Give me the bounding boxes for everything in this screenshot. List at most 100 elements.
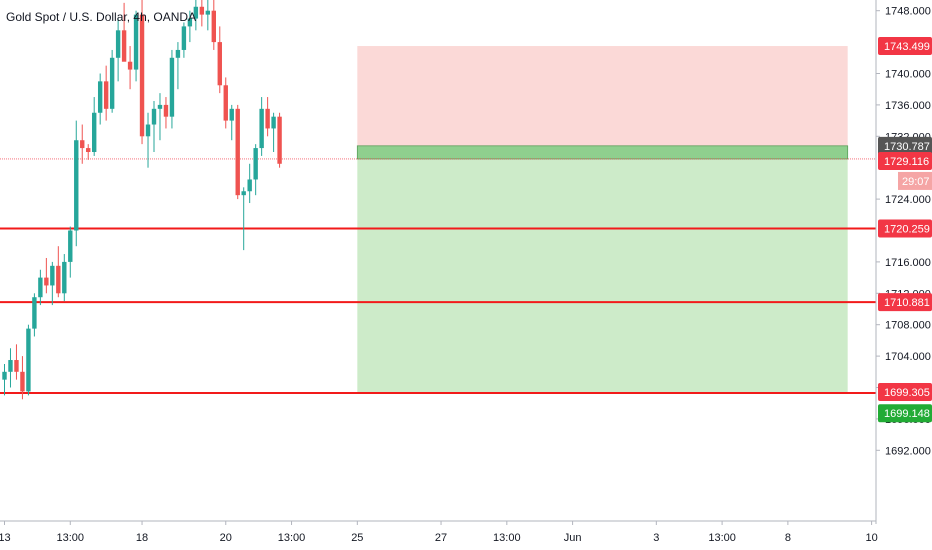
candle-body bbox=[86, 148, 91, 152]
candle-body bbox=[109, 57, 115, 109]
candle[interactable] bbox=[271, 112, 276, 152]
time-tick-label: 3 bbox=[653, 532, 659, 544]
time-tick-label: 13:00 bbox=[493, 532, 521, 544]
candle-body bbox=[2, 371, 7, 380]
price-level-tag[interactable] bbox=[878, 404, 932, 423]
price-level-tag[interactable] bbox=[878, 382, 932, 401]
candle[interactable] bbox=[169, 49, 175, 129]
candle[interactable] bbox=[211, 0, 216, 50]
price-axis[interactable]: 1748.0001740.0001736.0001732.0001724.000… bbox=[875, 0, 932, 524]
candle[interactable] bbox=[62, 254, 67, 302]
candle-body bbox=[235, 108, 240, 196]
candle[interactable] bbox=[32, 293, 37, 337]
candle[interactable] bbox=[145, 112, 151, 168]
candle[interactable] bbox=[193, 0, 199, 31]
candle-body bbox=[205, 10, 211, 15]
candle-body bbox=[145, 124, 151, 137]
price-level-tag[interactable] bbox=[878, 293, 932, 312]
candle-body bbox=[241, 191, 246, 196]
candle-body bbox=[193, 6, 199, 19]
candle-body bbox=[247, 179, 252, 192]
price-level-tag[interactable] bbox=[878, 136, 932, 155]
candle[interactable] bbox=[181, 22, 187, 58]
candle[interactable] bbox=[74, 120, 79, 247]
candle[interactable] bbox=[187, 10, 193, 43]
candle-body bbox=[265, 108, 270, 129]
candle[interactable] bbox=[157, 93, 163, 141]
stop-loss-zone[interactable] bbox=[357, 46, 848, 146]
candle-body bbox=[44, 277, 49, 286]
countdown-tag bbox=[898, 171, 932, 190]
chart-title: Gold Spot / U.S. Dollar, 4h, OANDA bbox=[6, 10, 196, 24]
candle[interactable] bbox=[253, 144, 258, 196]
candle[interactable] bbox=[56, 246, 61, 298]
price-level-tag[interactable] bbox=[878, 151, 932, 170]
take-profit-zone[interactable] bbox=[357, 145, 848, 393]
time-axis[interactable]: 13 13:00 18 20 13:00 25 27 13:00 Jun 3 13:00 8 10 bbox=[0, 520, 878, 544]
candle[interactable] bbox=[139, 0, 145, 145]
candle[interactable] bbox=[8, 348, 13, 388]
candle[interactable] bbox=[44, 257, 49, 294]
candle[interactable] bbox=[20, 356, 25, 400]
plot-area[interactable] bbox=[0, 0, 876, 400]
candle[interactable] bbox=[205, 0, 211, 31]
candle[interactable] bbox=[217, 26, 222, 94]
time-tick-label: 13:00 bbox=[278, 532, 306, 544]
price-tick-label: 1716.000 bbox=[885, 257, 931, 269]
candle[interactable] bbox=[2, 363, 7, 396]
price-tick-label: 1692.000 bbox=[885, 445, 931, 457]
price-tick-label: 1740.000 bbox=[885, 69, 931, 81]
price-tick-label: 1724.000 bbox=[885, 194, 931, 206]
price-tick-label: 1704.000 bbox=[885, 351, 931, 363]
candle-body bbox=[38, 277, 43, 298]
candle-body bbox=[97, 81, 103, 113]
candle[interactable] bbox=[103, 65, 109, 121]
candle[interactable] bbox=[86, 144, 91, 160]
candle-body bbox=[80, 140, 85, 149]
price-level-tag[interactable] bbox=[878, 219, 932, 238]
candle-body bbox=[121, 30, 127, 62]
candle[interactable] bbox=[229, 104, 234, 141]
candle[interactable] bbox=[50, 261, 55, 306]
candle[interactable] bbox=[80, 124, 85, 164]
candle[interactable] bbox=[235, 104, 240, 200]
candle[interactable] bbox=[115, 18, 121, 82]
candle-body bbox=[74, 140, 79, 231]
time-tick-label: Jun bbox=[564, 532, 582, 544]
candle[interactable] bbox=[97, 73, 103, 125]
candle[interactable] bbox=[175, 42, 181, 90]
time-tick-label: 25 bbox=[351, 532, 363, 544]
candle[interactable] bbox=[121, 2, 127, 62]
price-level-tag[interactable] bbox=[878, 37, 932, 56]
candle-body bbox=[181, 26, 187, 50]
candle[interactable] bbox=[127, 46, 133, 90]
candle-body bbox=[103, 81, 109, 109]
candle-body bbox=[157, 104, 163, 109]
candle-body bbox=[139, 14, 145, 137]
candle[interactable] bbox=[163, 97, 169, 129]
candle[interactable] bbox=[223, 77, 228, 129]
candle[interactable] bbox=[109, 49, 115, 113]
time-tick-label: 18 bbox=[136, 532, 148, 544]
price-level-label: 1699.148 bbox=[884, 408, 930, 420]
candle[interactable] bbox=[38, 269, 43, 306]
candle[interactable] bbox=[151, 100, 157, 152]
candle[interactable] bbox=[265, 97, 270, 137]
candle[interactable] bbox=[14, 344, 19, 380]
time-tick-label: 10 bbox=[865, 532, 877, 544]
candle-body bbox=[20, 371, 25, 392]
countdown-label: 29:07 bbox=[902, 176, 930, 188]
candle[interactable] bbox=[247, 163, 252, 204]
candle[interactable] bbox=[277, 112, 282, 168]
candle[interactable] bbox=[26, 324, 31, 396]
candle[interactable] bbox=[92, 97, 97, 156]
time-tick-label: 20 bbox=[220, 532, 232, 544]
candle[interactable] bbox=[241, 187, 246, 251]
candle[interactable] bbox=[199, 0, 205, 27]
candle[interactable] bbox=[133, 10, 139, 82]
candle[interactable] bbox=[259, 97, 264, 156]
candle-body bbox=[8, 360, 13, 372]
candle[interactable] bbox=[68, 226, 73, 278]
price-tick-label: 1736.000 bbox=[885, 100, 931, 112]
